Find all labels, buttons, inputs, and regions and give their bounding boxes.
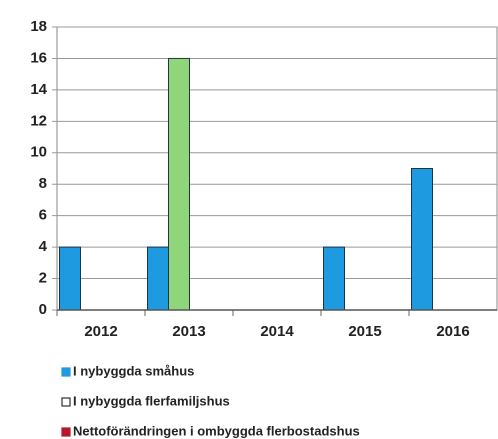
y-tick-label: 18 [30,18,47,35]
y-tick-label: 16 [30,49,47,66]
y-tick-label: 0 [39,301,47,318]
bar [59,246,81,311]
y-tick-label: 12 [30,112,47,129]
x-tick-label: 2012 [84,323,117,340]
y-tick-label: 6 [39,207,47,224]
legend-label: I nybyggda flerfamiljshus [73,393,230,408]
x-tick-label: 2014 [260,323,294,340]
bar [168,57,190,311]
x-tick-label: 2013 [172,323,205,340]
legend-swatch [61,397,71,407]
y-tick-label: 14 [30,81,47,98]
y-tick-label: 4 [39,238,48,255]
y-tick-label: 8 [39,175,47,192]
x-tick-label: 2016 [436,323,469,340]
x-tick-label: 2015 [348,323,381,340]
y-tick-label: 10 [30,144,47,161]
legend-swatch [61,367,71,377]
legend-label: Nettoförändringen i ombyggda flerbostads… [73,423,360,438]
legend-swatch [61,427,71,437]
legend-label: I nybyggda småhus [73,363,194,378]
bar [411,168,433,311]
bar [147,246,169,311]
y-tick-label: 2 [39,270,47,287]
bar [323,246,345,311]
